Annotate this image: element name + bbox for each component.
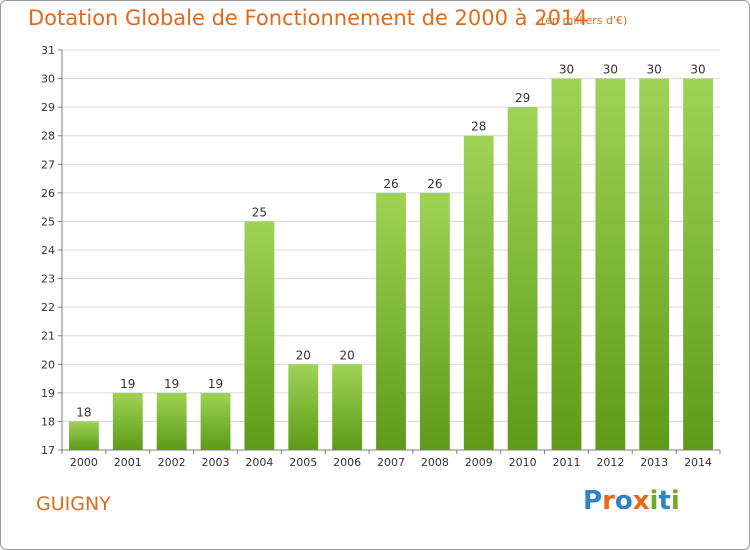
data-labels: 18 19 19 19 25 20 20 26 26 28 29 30 30 30 30 [76,63,705,420]
bar [112,392,143,450]
bars [69,78,713,451]
y-tick-label: 31 [41,44,55,57]
logo-letter: r [602,486,615,516]
y-tick-label: 29 [41,101,55,114]
y-tick-label: 28 [41,130,55,143]
axes: 17 18 19 20 21 22 23 24 25 26 27 28 29 30 31 2000 2001 20… [41,44,721,469]
bar [639,78,670,451]
y-tick-label: 27 [41,158,55,171]
proxiti-logo[interactable]: Proxiti [583,486,680,516]
bar [463,135,494,450]
y-tick-label: 18 [41,415,55,428]
bar [551,78,582,451]
logo-letter: t [658,486,671,516]
y-tick-label: 19 [41,387,55,400]
data-label: 25 [252,205,267,219]
x-tick-label: 2012 [596,456,624,469]
data-label: 19 [164,377,179,391]
bar [69,421,99,450]
x-tick-label: 2004 [245,456,273,469]
logo-letter: i [670,486,680,516]
x-tick-label: 2001 [114,456,142,469]
data-label: 20 [296,348,311,362]
bar [200,392,231,450]
bar [244,221,275,450]
bar [376,192,406,450]
data-label: 26 [383,177,398,191]
logo-letter: o [614,486,633,516]
commune-name: GUIGNY [36,493,111,515]
y-tick-label: 17 [41,444,55,457]
logo-letter: x [632,486,650,516]
x-tick-label: 2011 [552,456,580,469]
logo-letter: i [649,486,659,516]
data-label: 30 [647,63,662,77]
data-label: 26 [427,177,442,191]
x-tick-label: 2014 [684,456,712,469]
y-tick-label: 24 [41,244,55,257]
chart-unit-note: (en milliers d'€) [541,14,628,27]
y-tick-label: 20 [41,358,55,371]
chart-title: Dotation Globale de Fonctionnement de 20… [28,6,588,30]
y-tick-label: 30 [41,73,55,86]
x-tick-label: 2003 [202,456,230,469]
data-label: 20 [339,348,354,362]
y-tick-label: 23 [41,273,55,286]
data-label: 29 [515,91,530,105]
y-tick-label: 22 [41,301,55,314]
data-label: 30 [603,63,618,77]
y-tick-label: 21 [41,330,55,343]
logo-letter: P [583,486,603,516]
bar [419,192,450,450]
bar [507,107,538,451]
x-tick-label: 2008 [421,456,449,469]
bar [595,78,626,451]
data-label: 30 [559,63,574,77]
x-tick-label: 2002 [158,456,186,469]
data-label: 30 [690,63,705,77]
bar [683,78,713,451]
x-tick-label: 2013 [640,456,668,469]
data-label: 19 [120,377,135,391]
x-tick-label: 2009 [465,456,493,469]
x-tick-label: 2006 [333,456,361,469]
bar [288,364,319,450]
x-tick-label: 2010 [509,456,537,469]
x-tick-label: 2007 [377,456,405,469]
bar [332,364,363,450]
data-label: 19 [208,377,223,391]
data-label: 18 [76,405,91,419]
data-label: 28 [471,120,486,134]
x-tick-label: 2005 [289,456,317,469]
y-tick-label: 25 [41,215,55,228]
y-tick-label: 26 [41,187,55,200]
x-tick-label: 2000 [70,456,98,469]
bar [156,392,187,450]
